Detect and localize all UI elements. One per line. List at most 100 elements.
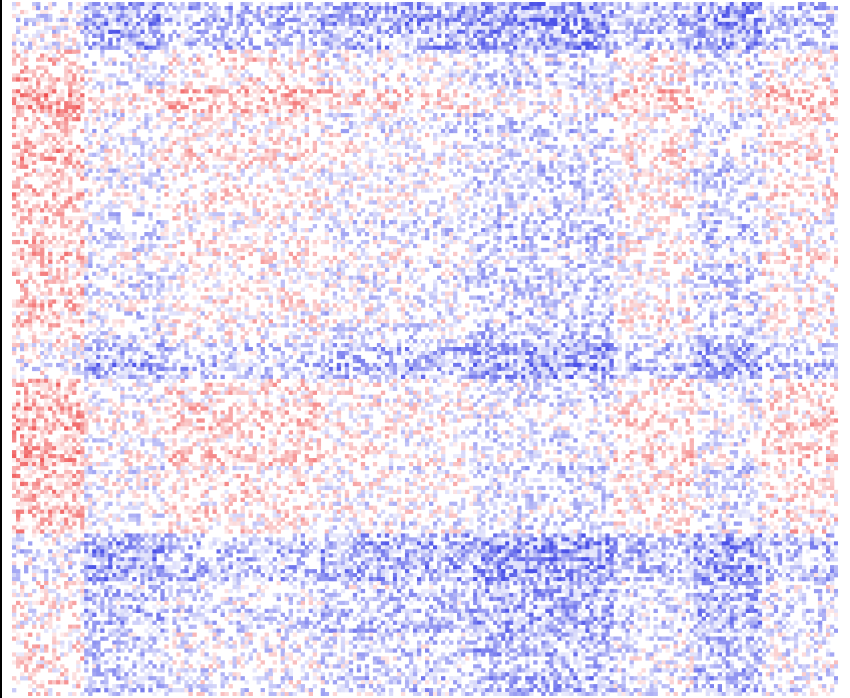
heatmap-cell [44,97,48,101]
heatmap-cell [830,58,834,62]
heatmap-cell [397,157,401,161]
heatmap-cell [225,22,229,26]
heatmap-cell [369,157,373,161]
heatmap-cell [317,157,321,161]
heatmap-cell [457,113,461,117]
heatmap-cell [24,46,28,50]
heatmap-cell [361,93,365,97]
heatmap-cell [313,6,317,10]
heatmap-cell [136,73,140,77]
heatmap-cell [301,105,305,109]
heatmap-cell [152,73,156,77]
heatmap-cell [573,77,577,81]
heatmap-cell [505,133,509,137]
heatmap-cell [726,42,730,46]
heatmap-cell [104,165,108,169]
heatmap-cell [389,18,393,22]
heatmap-cell [325,61,329,65]
heatmap-cell [746,65,750,69]
heatmap-cell [557,58,561,62]
heatmap-cell [237,165,241,169]
heatmap-cell [666,14,670,18]
heatmap-cell [365,125,369,129]
heatmap-cell [830,85,834,89]
heatmap-cell [253,113,257,117]
heatmap-cell [654,18,658,22]
heatmap-cell [686,145,690,149]
heatmap-cell [229,2,233,6]
heatmap-cell [88,141,92,145]
heatmap-cell [116,18,120,22]
heatmap-cell [581,161,585,165]
heatmap-cell [152,101,156,105]
heatmap-cell [241,30,245,34]
heatmap-cell [473,137,477,141]
heatmap-cell [650,117,654,121]
heatmap-cell [265,125,269,129]
heatmap-cell [297,169,301,173]
heatmap-cell [794,149,798,153]
heatmap-cell [545,26,549,30]
heatmap-cell [630,65,634,69]
heatmap-cell [509,149,513,153]
heatmap-cell [473,6,477,10]
heatmap-cell [573,2,577,6]
heatmap-cell [750,85,754,89]
heatmap-cell [533,30,537,34]
heatmap-cell [597,133,601,137]
heatmap-cell [208,54,212,58]
heatmap-cell [730,6,734,10]
heatmap-cell [333,157,337,161]
heatmap-cell [293,85,297,89]
heatmap-cell [128,129,132,133]
heatmap-cell [441,161,445,165]
heatmap-cell [397,97,401,101]
heatmap-cell [565,149,569,153]
heatmap-cell [485,50,489,54]
heatmap-cell [88,113,92,117]
heatmap-cell [425,46,429,50]
heatmap-cell [525,117,529,121]
heatmap-cell [341,18,345,22]
heatmap-cell [798,137,802,141]
heatmap-cell [24,22,28,26]
heatmap-cell [666,141,670,145]
heatmap-cell [152,61,156,65]
heatmap-cell [72,81,76,85]
heatmap-cell [277,69,281,73]
heatmap-cell [36,169,40,173]
heatmap-cell [160,34,164,38]
heatmap-cell [449,18,453,22]
heatmap-cell [297,30,301,34]
heatmap-cell [477,2,481,6]
heatmap-cell [188,157,192,161]
heatmap-cell [152,65,156,69]
heatmap-cell [722,18,726,22]
heatmap-cell [477,30,481,34]
heatmap-cell [225,46,229,50]
heatmap-cell [818,117,822,121]
heatmap-cell [176,54,180,58]
heatmap-cell [646,81,650,85]
heatmap-cell [184,109,188,113]
heatmap-cell [140,26,144,30]
heatmap-cell [453,153,457,157]
heatmap-cell [265,6,269,10]
heatmap-cell [417,2,421,6]
heatmap-cell [208,145,212,149]
heatmap-cell [746,6,750,10]
heatmap-cell [225,89,229,93]
heatmap-cell [289,165,293,169]
heatmap-cell [261,169,265,173]
heatmap-cell [361,50,365,54]
heatmap-cell [473,69,477,73]
heatmap-cell [593,18,597,22]
heatmap-cell [762,10,766,14]
heatmap-cell [381,105,385,109]
heatmap-cell [722,10,726,14]
heatmap-cell [108,169,112,173]
heatmap-cell [277,169,281,173]
heatmap-cell [285,10,289,14]
heatmap-cell [409,2,413,6]
heatmap-cell [421,50,425,54]
